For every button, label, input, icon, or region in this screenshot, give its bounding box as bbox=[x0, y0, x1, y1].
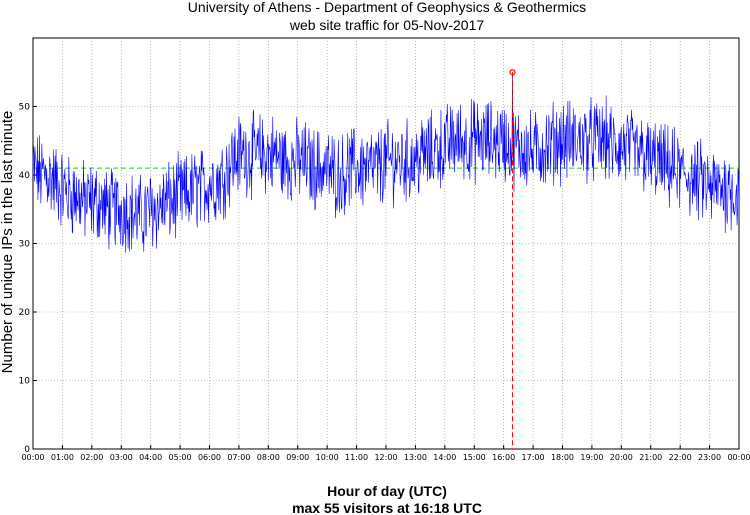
x-tick-label: 22:00 bbox=[669, 453, 692, 462]
x-tick-label: 00:00 bbox=[21, 453, 44, 462]
x-tick-label: 21:00 bbox=[639, 453, 662, 462]
max-visitors-note: max 55 visitors at 16:18 UTC bbox=[292, 500, 482, 515]
peak-marker-point bbox=[509, 69, 516, 76]
x-tick-label: 06:00 bbox=[198, 453, 221, 462]
y-tick-label: 30 bbox=[19, 240, 31, 250]
y-tick-label: 20 bbox=[19, 308, 31, 318]
x-tick-label: 15:00 bbox=[463, 453, 486, 462]
x-tick-label: 04:00 bbox=[139, 453, 162, 462]
x-tick-label: 18:00 bbox=[551, 453, 574, 462]
x-tick-label: 19:00 bbox=[580, 453, 603, 462]
y-tick-label: 40 bbox=[19, 171, 31, 181]
x-tick-label: 01:00 bbox=[51, 453, 74, 462]
x-tick-label: 10:00 bbox=[316, 453, 339, 462]
y-tick-label: 50 bbox=[19, 103, 31, 113]
x-tick-label: 02:00 bbox=[80, 453, 103, 462]
x-tick-label: 17:00 bbox=[522, 453, 545, 462]
x-tick-label: 09:00 bbox=[286, 453, 309, 462]
x-tick-label: 14:00 bbox=[433, 453, 456, 462]
x-tick-label: 07:00 bbox=[227, 453, 250, 462]
x-tick-label: 11:00 bbox=[345, 453, 368, 462]
x-tick-label: 12:00 bbox=[374, 453, 397, 462]
traffic-series-line bbox=[32, 72, 740, 253]
x-tick-label: 03:00 bbox=[110, 453, 133, 462]
x-tick-label: 08:00 bbox=[257, 453, 280, 462]
plot-area: 00:00 01:00 02:00 03:00 04:00 05:00 06:00 07:00… bbox=[19, 37, 750, 462]
x-tick-label: 16:00 bbox=[492, 453, 515, 462]
chart-subtitle: web site traffic for 05-Nov-2017 bbox=[289, 17, 484, 33]
x-tick-label: 05:00 bbox=[169, 453, 192, 462]
x-tick-label: 13:00 bbox=[404, 453, 427, 462]
y-axis-label: Number of unique IPs in the last minute bbox=[0, 111, 16, 374]
x-axis-label: Hour of day (UTC) bbox=[327, 483, 447, 499]
x-tick-label: 23:00 bbox=[698, 453, 721, 462]
x-tick-label: 20:00 bbox=[610, 453, 633, 462]
x-tick-label: 00:00 bbox=[727, 453, 750, 462]
y-tick-label: 10 bbox=[19, 377, 31, 387]
chart-title: University of Athens - Department of Geo… bbox=[188, 0, 586, 15]
y-tick-label: 0 bbox=[24, 445, 30, 455]
